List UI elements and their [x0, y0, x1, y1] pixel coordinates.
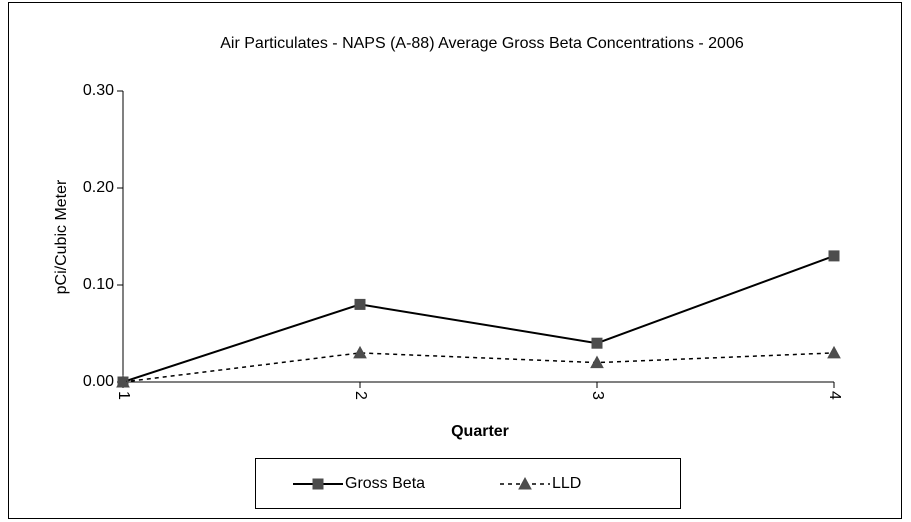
data-point [828, 250, 840, 262]
y-tick-label: 0.30 [83, 82, 114, 99]
y-axis-label: pCi/Cubic Meter [53, 179, 70, 294]
legend-marker [518, 476, 532, 490]
y-tick-label: 0.00 [83, 373, 114, 390]
data-point [116, 374, 130, 388]
y-tick-label: 0.10 [83, 276, 114, 293]
legend-label: Gross Beta [345, 475, 425, 492]
data-point [590, 355, 604, 369]
legend-label: LLD [552, 475, 581, 492]
data-point [591, 337, 603, 349]
data-point [827, 345, 841, 359]
series-line [122, 352, 835, 383]
series-line [122, 254, 835, 383]
data-point [354, 298, 366, 310]
x-tick-label: 2 [352, 391, 369, 400]
x-tick-label: 4 [826, 391, 843, 400]
x-tick-label: 3 [589, 391, 606, 400]
chart-border [8, 2, 902, 519]
x-tick-label: 1 [115, 391, 132, 400]
legend-marker [312, 478, 324, 490]
chart-title: Air Particulates - NAPS (A-88) Average G… [220, 35, 744, 52]
x-axis-label: Quarter [451, 423, 509, 440]
data-point [353, 345, 367, 359]
y-tick-label: 0.20 [83, 179, 114, 196]
